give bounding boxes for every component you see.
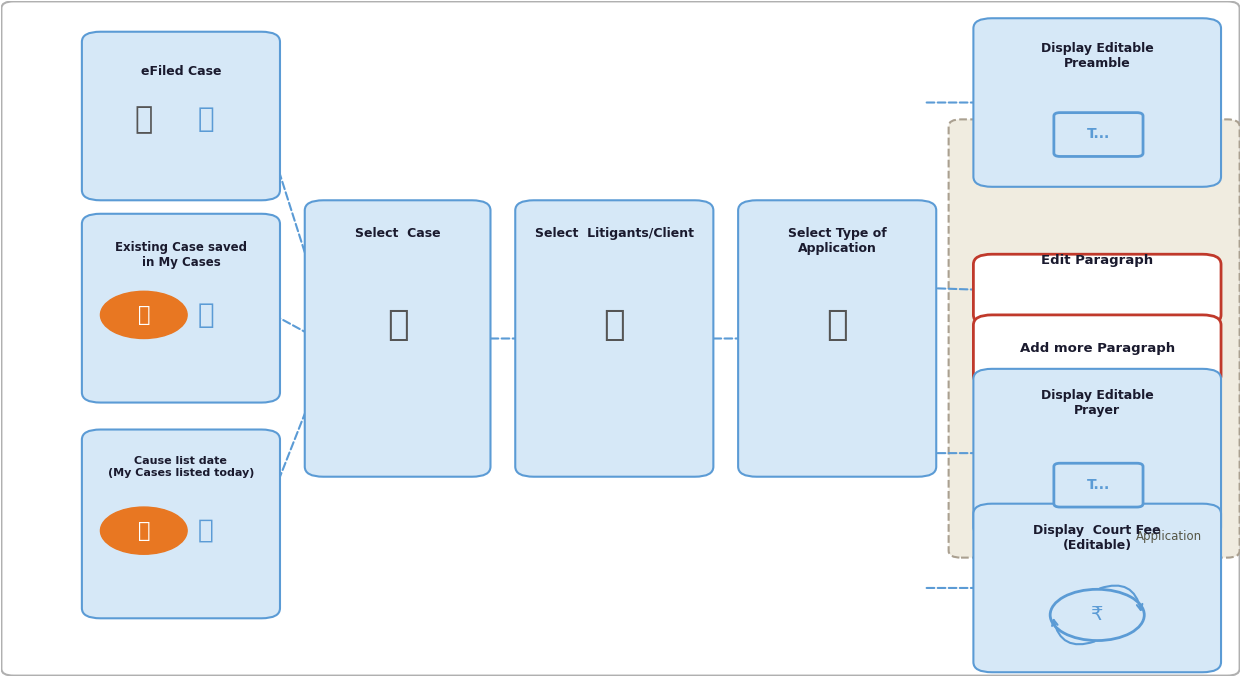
Text: 📋: 📋 bbox=[387, 308, 408, 342]
FancyBboxPatch shape bbox=[973, 18, 1221, 187]
Text: 📋: 📋 bbox=[827, 308, 848, 342]
Text: Display Editable
Preamble: Display Editable Preamble bbox=[1041, 42, 1154, 70]
Text: Select Type of
Application: Select Type of Application bbox=[788, 227, 886, 255]
Text: 📋: 📋 bbox=[197, 106, 213, 133]
FancyBboxPatch shape bbox=[973, 315, 1221, 386]
FancyBboxPatch shape bbox=[1054, 112, 1143, 156]
Circle shape bbox=[101, 507, 187, 554]
FancyBboxPatch shape bbox=[515, 200, 714, 477]
FancyBboxPatch shape bbox=[1054, 463, 1143, 507]
Text: T...: T... bbox=[1087, 127, 1111, 141]
FancyBboxPatch shape bbox=[82, 429, 280, 618]
FancyBboxPatch shape bbox=[738, 200, 936, 477]
FancyBboxPatch shape bbox=[82, 32, 280, 200]
Text: Cause list date
(My Cases listed today): Cause list date (My Cases listed today) bbox=[108, 456, 254, 478]
FancyBboxPatch shape bbox=[973, 369, 1221, 538]
Text: 💼: 💼 bbox=[138, 521, 150, 541]
Text: Display  Court Fee
(Editable): Display Court Fee (Editable) bbox=[1034, 524, 1162, 552]
FancyBboxPatch shape bbox=[948, 119, 1240, 558]
Text: 💼: 💼 bbox=[138, 305, 150, 325]
Text: 📋: 📋 bbox=[603, 308, 625, 342]
Text: Add more Paragraph: Add more Paragraph bbox=[1020, 342, 1175, 355]
FancyBboxPatch shape bbox=[82, 214, 280, 403]
FancyBboxPatch shape bbox=[973, 255, 1221, 325]
Text: eFiled Case: eFiled Case bbox=[140, 66, 221, 79]
Text: 🖥: 🖥 bbox=[135, 105, 153, 134]
Text: Existing Case saved
in My Cases: Existing Case saved in My Cases bbox=[115, 241, 247, 269]
Text: Edit Paragraph: Edit Paragraph bbox=[1041, 255, 1153, 267]
Text: 📋: 📋 bbox=[197, 301, 213, 329]
FancyBboxPatch shape bbox=[973, 504, 1221, 672]
Text: Select  Litigants/Client: Select Litigants/Client bbox=[535, 227, 694, 240]
Text: Display Editable
Prayer: Display Editable Prayer bbox=[1041, 389, 1154, 417]
Text: 📅: 📅 bbox=[197, 518, 213, 544]
Text: Select  Case: Select Case bbox=[355, 227, 441, 240]
Circle shape bbox=[101, 291, 187, 338]
Text: Application: Application bbox=[1137, 530, 1203, 543]
FancyBboxPatch shape bbox=[305, 200, 490, 477]
Text: T...: T... bbox=[1087, 478, 1111, 492]
Text: ₹: ₹ bbox=[1091, 605, 1103, 624]
